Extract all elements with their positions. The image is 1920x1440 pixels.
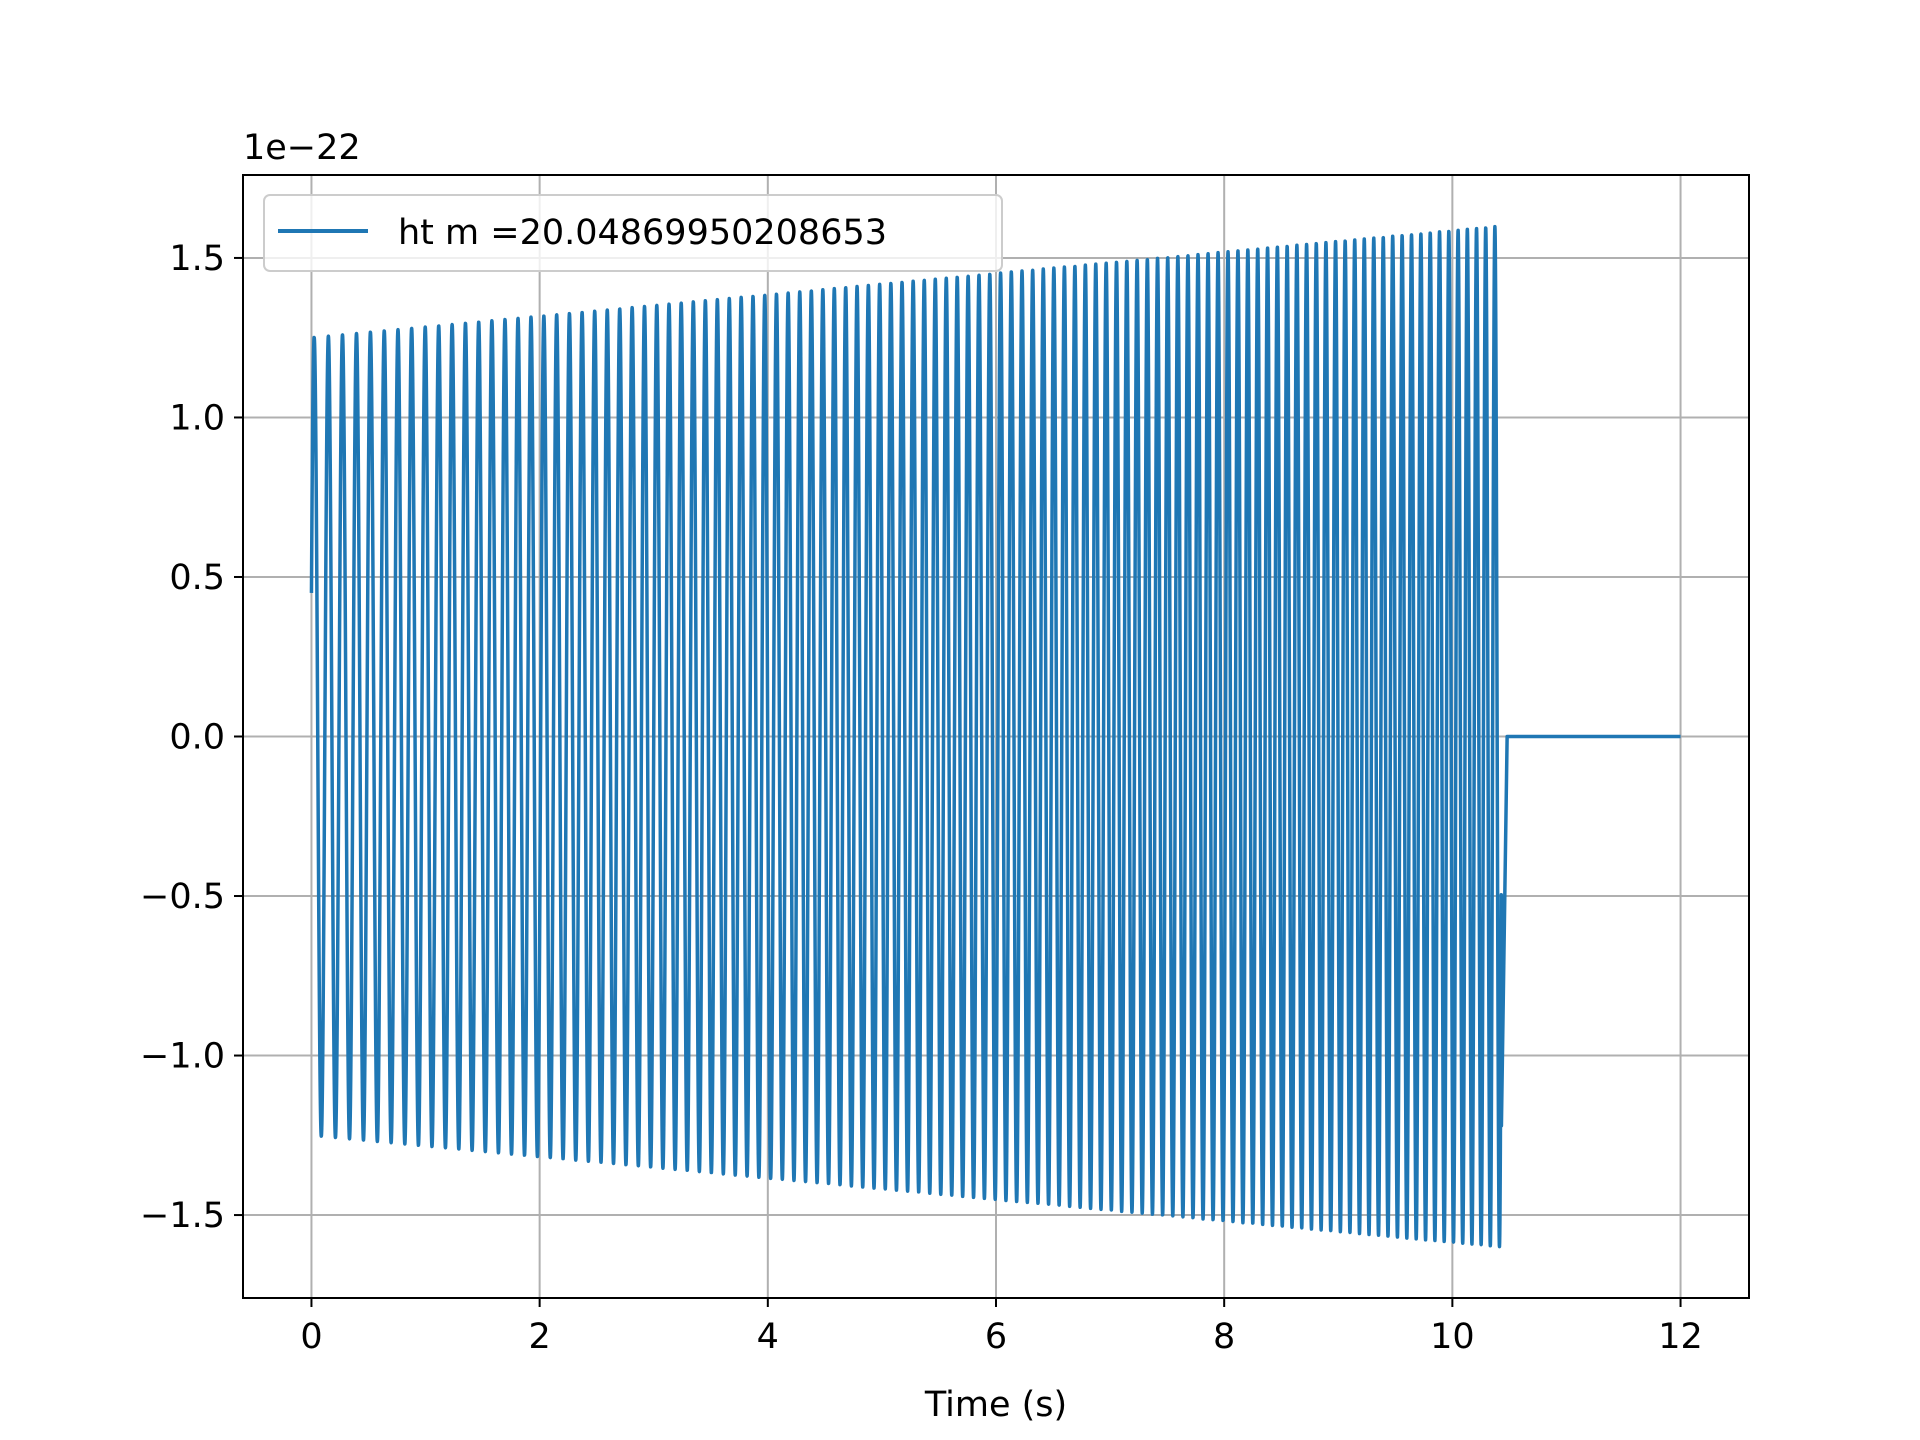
y-tick-label: 0.5: [169, 558, 225, 598]
y-axis-offset-label: 1e−22: [243, 128, 361, 168]
x-tick-label: 6: [985, 1317, 1007, 1357]
x-tick-label: 0: [300, 1317, 322, 1357]
series-line: [309, 224, 1681, 1249]
x-axis-label: Time (s): [924, 1385, 1067, 1425]
y-axis-ticks: −1.5 −1.0 −0.5 0.0 0.5 1.0 1.5: [140, 239, 243, 1236]
x-tick-label: 12: [1658, 1317, 1703, 1357]
y-tick-label: −0.5: [140, 877, 225, 917]
x-tick-label: 4: [757, 1317, 779, 1357]
x-tick-label: 8: [1213, 1317, 1235, 1357]
y-tick-label: 0.0: [169, 718, 225, 758]
y-tick-label: −1.5: [140, 1196, 225, 1236]
legend-box: [263, 194, 1003, 272]
y-tick-label: 1.0: [169, 398, 225, 438]
y-tick-label: −1.0: [140, 1037, 225, 1077]
x-axis-ticks: 0 2 4 6 8 10 12: [300, 1298, 1703, 1357]
legend: ht m =20.04869950208653: [263, 194, 1003, 272]
legend-entry-label: ht m =20.04869950208653: [398, 213, 887, 253]
x-tick-label: 10: [1430, 1317, 1475, 1357]
plot-area: [309, 224, 1681, 1249]
y-tick-label: 1.5: [169, 239, 225, 279]
x-tick-label: 2: [528, 1317, 550, 1357]
